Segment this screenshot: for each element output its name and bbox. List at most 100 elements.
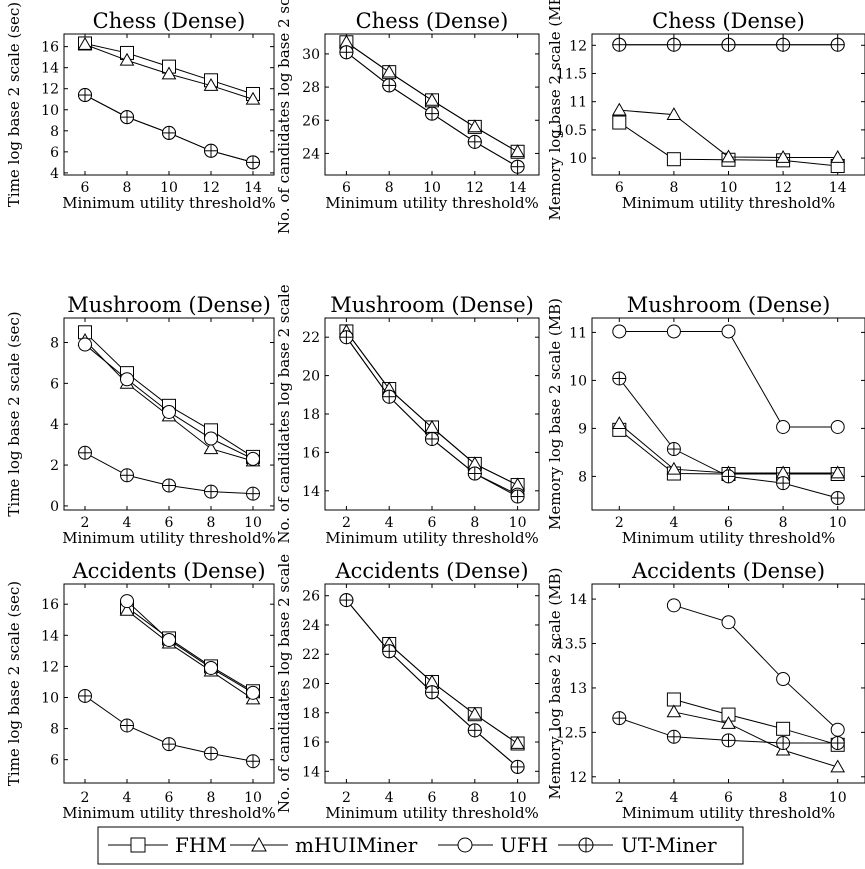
- series-ut-miner: [612, 37, 845, 52]
- triangle-marker: [721, 149, 736, 163]
- circle-marker: [776, 672, 791, 687]
- x-tick-label: 8: [123, 180, 132, 196]
- legend-item-mhuiminer: mHUIMiner: [230, 833, 418, 857]
- series-ut-miner: [78, 445, 260, 501]
- x-tick-label: 4: [123, 790, 132, 806]
- legend-item-ufh: UFH: [438, 833, 548, 857]
- x-tick-label: 8: [470, 790, 479, 806]
- x-tick-label: 4: [669, 790, 678, 806]
- triangle-marker: [467, 706, 483, 720]
- series-mhuiminer: [611, 416, 846, 479]
- y-tick-label: 9: [578, 421, 587, 437]
- y-tick-label: 14: [302, 764, 320, 780]
- triangle-marker: [203, 441, 219, 455]
- y-tick-label: 10: [569, 373, 587, 389]
- triangle-marker: [119, 52, 135, 66]
- chart-title: Accidents (Dense): [71, 559, 265, 583]
- chart-title: Chess (Dense): [652, 9, 805, 33]
- y-tick-label: 16: [302, 445, 320, 461]
- series-line: [388, 643, 518, 744]
- series-ufh: [78, 337, 260, 466]
- y-tick-label: 10: [41, 103, 59, 119]
- y-axis-label: Memory log base 2 scale (MB): [546, 568, 564, 800]
- series-fhm: [339, 324, 525, 493]
- y-tick-label: 16: [41, 40, 59, 56]
- x-tick-label: 12: [202, 180, 220, 196]
- chart-title: Mushroom (Dense): [627, 293, 831, 317]
- triangle-marker: [510, 144, 525, 158]
- chart-panel-3: Chess (Dense)6 8 10 12 141010.51111.512Minim…: [546, 0, 865, 220]
- triangle-marker: [611, 416, 627, 429]
- series-fhm: [78, 325, 260, 464]
- x-tick-label: 2: [342, 790, 351, 806]
- chart-title: Mushroom (Dense): [67, 293, 271, 317]
- series-mhuiminer: [339, 323, 525, 491]
- series-ut-miner: [339, 330, 525, 504]
- circle-marker: [612, 324, 627, 339]
- chart-panels: Chess (Dense) 6 8 10 12 14 4 6 8 10 12 14 16 Minimum …: [5, 0, 865, 822]
- triangle-marker: [424, 92, 440, 106]
- circle-marker: [830, 722, 845, 737]
- x-tick-label: 6: [724, 790, 733, 806]
- y-tick-label: 0: [50, 499, 59, 515]
- series-mhuiminer: [339, 34, 525, 158]
- series-line: [84, 331, 254, 458]
- triangle-marker: [775, 150, 791, 163]
- series-ut-miner: [612, 711, 845, 751]
- x-tick-label: 2: [81, 790, 90, 806]
- chart-title: Accidents (Dense): [334, 559, 528, 583]
- x-tick-label: 4: [123, 515, 132, 531]
- x-tick-label: 6: [428, 515, 437, 531]
- series-line: [673, 604, 839, 731]
- y-tick-label: 20: [302, 369, 320, 385]
- y-tick-label: 10: [569, 151, 587, 167]
- y-tick-label: 8: [50, 722, 59, 738]
- series-line: [126, 610, 254, 700]
- y-tick-label: 30: [302, 47, 320, 63]
- series-line: [84, 695, 254, 762]
- square-marker: [666, 692, 681, 707]
- triangle-marker: [830, 759, 846, 773]
- y-tick-label: 6: [50, 376, 59, 392]
- legend-label: UT-Miner: [621, 833, 717, 857]
- x-tick-label: 10: [423, 180, 441, 196]
- legend-label: UFH: [500, 833, 548, 857]
- circle-marker: [162, 632, 176, 647]
- y-tick-label: 22: [302, 647, 320, 663]
- circle-marker: [721, 324, 736, 339]
- chart-panel-9: Accidents (Dense) 2 4 6 8 10 12 12.5 13 13.5 14 Min…: [546, 559, 865, 822]
- x-tick-label: 8: [207, 790, 216, 806]
- triangle-marker: [830, 465, 846, 479]
- y-tick-label: 26: [302, 589, 320, 605]
- y-tick-label: 4: [50, 417, 59, 433]
- x-tick-label: 14: [829, 180, 847, 196]
- y-axis-label: Time log base 2 scale (sec): [5, 311, 23, 516]
- series-mhuiminer: [77, 37, 261, 105]
- series-line: [126, 600, 254, 694]
- x-tick-label: 14: [244, 180, 262, 196]
- series-ufh: [666, 598, 845, 737]
- x-axis-label: Minimum utility threshold%: [325, 804, 539, 822]
- chart-panel-6: Mushroom (Dense) 2 4 6 8 10 8 9 10 11 Minimum util…: [546, 293, 865, 547]
- legend-item-fhm: FHM: [108, 833, 227, 857]
- series-ut-miner: [339, 593, 525, 774]
- x-tick-label: 8: [207, 515, 216, 531]
- x-tick-label: 6: [165, 790, 174, 806]
- x-axis-label: Minimum utility threshold%: [62, 804, 276, 822]
- y-axis-label: Time log base 2 scale (sec): [5, 2, 23, 207]
- x-tick-label: 12: [774, 180, 792, 196]
- x-tick-label: 2: [342, 515, 351, 531]
- x-axis-label: Minimum utility threshold%: [622, 529, 836, 547]
- legend: FHM mHUIMiner UFH UT-Miner: [97, 826, 744, 865]
- triangle-marker: [830, 150, 846, 163]
- circle-marker: [78, 337, 92, 352]
- circle-marker: [246, 451, 260, 466]
- circle-marker: [666, 598, 681, 613]
- series-ufh: [339, 330, 525, 502]
- chart-panel-2: Chess (Dense) 6 8 10 12 14 24 26 28 30 Minimum uti…: [275, 0, 540, 234]
- series-ut-miner: [78, 88, 260, 170]
- chart-title: Accidents (Dense): [631, 559, 825, 583]
- triangle-marker: [721, 715, 736, 729]
- series-line: [673, 699, 838, 746]
